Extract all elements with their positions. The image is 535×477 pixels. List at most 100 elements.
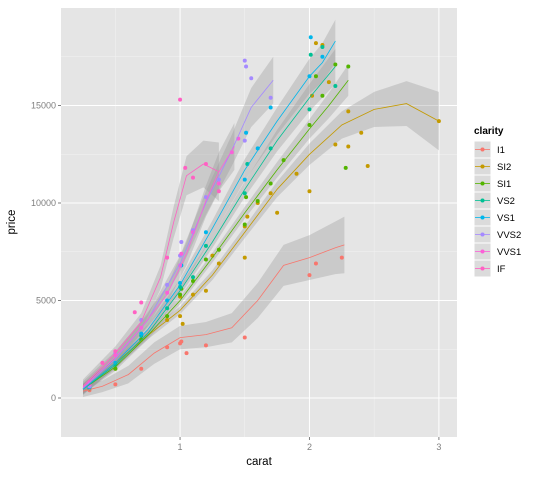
data-point [244,64,249,69]
data-point [333,84,338,88]
data-point [179,339,184,344]
data-point [203,343,208,348]
legend-point [480,198,485,203]
data-point [307,273,312,278]
data-point [346,64,351,69]
data-point [346,109,351,114]
data-point [203,243,208,248]
data-point [244,195,249,200]
y-tick-label: 10000 [31,198,56,208]
data-point [242,58,247,63]
data-point [242,177,247,182]
data-point [242,335,247,340]
data-point [255,199,260,204]
data-point [294,171,299,176]
data-point [320,54,325,59]
legend-point [480,147,485,152]
data-point [139,300,144,305]
data-point [268,105,273,110]
legend-label: VS2 [497,196,515,207]
smooth-line [82,40,336,390]
x-tick-label: 3 [436,442,441,452]
y-tick-label: 5000 [36,296,56,306]
legend-point [480,249,485,254]
data-point [203,288,208,293]
data-point [307,107,312,112]
data-point [216,181,221,186]
smooth-line [82,103,440,390]
data-point [308,35,313,40]
legend-title: clarity [474,126,504,137]
data-point [333,142,338,147]
data-point [244,130,249,135]
data-point [281,158,286,163]
data-point [333,62,338,67]
data-point [310,93,315,98]
grid-layer [61,8,457,437]
data-point [139,331,144,336]
smooth-line [82,66,336,390]
data-point [365,163,370,168]
data-point [216,261,221,266]
data-point [191,275,195,280]
data-point [132,310,137,315]
smooth-lines [82,40,440,392]
data-point [113,382,118,387]
data-point [307,189,312,194]
legend-label: SI1 [497,179,511,190]
data-point [249,76,254,81]
axes: 1 2 3 0 5000 10000 15000 [31,101,441,453]
data-point [216,247,221,252]
data-point [178,97,183,102]
legend-point [480,164,485,169]
data-point [346,144,351,149]
data-point [179,251,184,256]
data-point [203,257,208,262]
legend: clarity I1 SI2 SI1 VS2 VS1 VVS2 VVS1 IF [473,126,521,278]
data-point [178,292,183,297]
y-tick-label: 0 [51,393,56,403]
smooth-line [82,79,349,390]
data-point [180,321,185,326]
data-point [313,41,318,46]
y-axis-title: price [6,210,18,235]
data-point [191,175,195,180]
data-point [313,261,318,266]
legend-point [480,232,485,237]
legend-label: I1 [497,145,505,156]
data-point [245,214,250,219]
data-point [229,150,234,155]
data-point [242,138,247,143]
smooth-line [82,163,220,387]
data-point [308,52,313,57]
data-point [183,165,188,170]
data-point [320,93,325,98]
data-point [242,255,247,260]
smooth-line [82,244,345,392]
plot-panel [61,8,457,437]
x-axis-title: carat [246,456,272,468]
smooth-line [82,79,274,389]
data-point [275,210,280,215]
data-point [178,314,183,319]
data-point [268,181,273,186]
data-point [100,360,105,365]
data-point [203,230,208,235]
data-point [307,123,312,127]
legend-label: VVS1 [497,247,521,258]
data-point [179,240,184,244]
data-point [184,351,189,356]
confidence-band [83,56,274,394]
legend-label: VVS2 [497,230,521,241]
y-tick-label: 15000 [31,101,56,111]
data-point [242,191,247,196]
legend-point [480,215,485,220]
confidence-band [83,216,345,398]
data-point [313,74,318,79]
data-point [242,222,247,227]
data-point [216,189,221,194]
legend-point [480,181,485,186]
data-point [139,366,144,371]
smooth-line [82,146,235,388]
